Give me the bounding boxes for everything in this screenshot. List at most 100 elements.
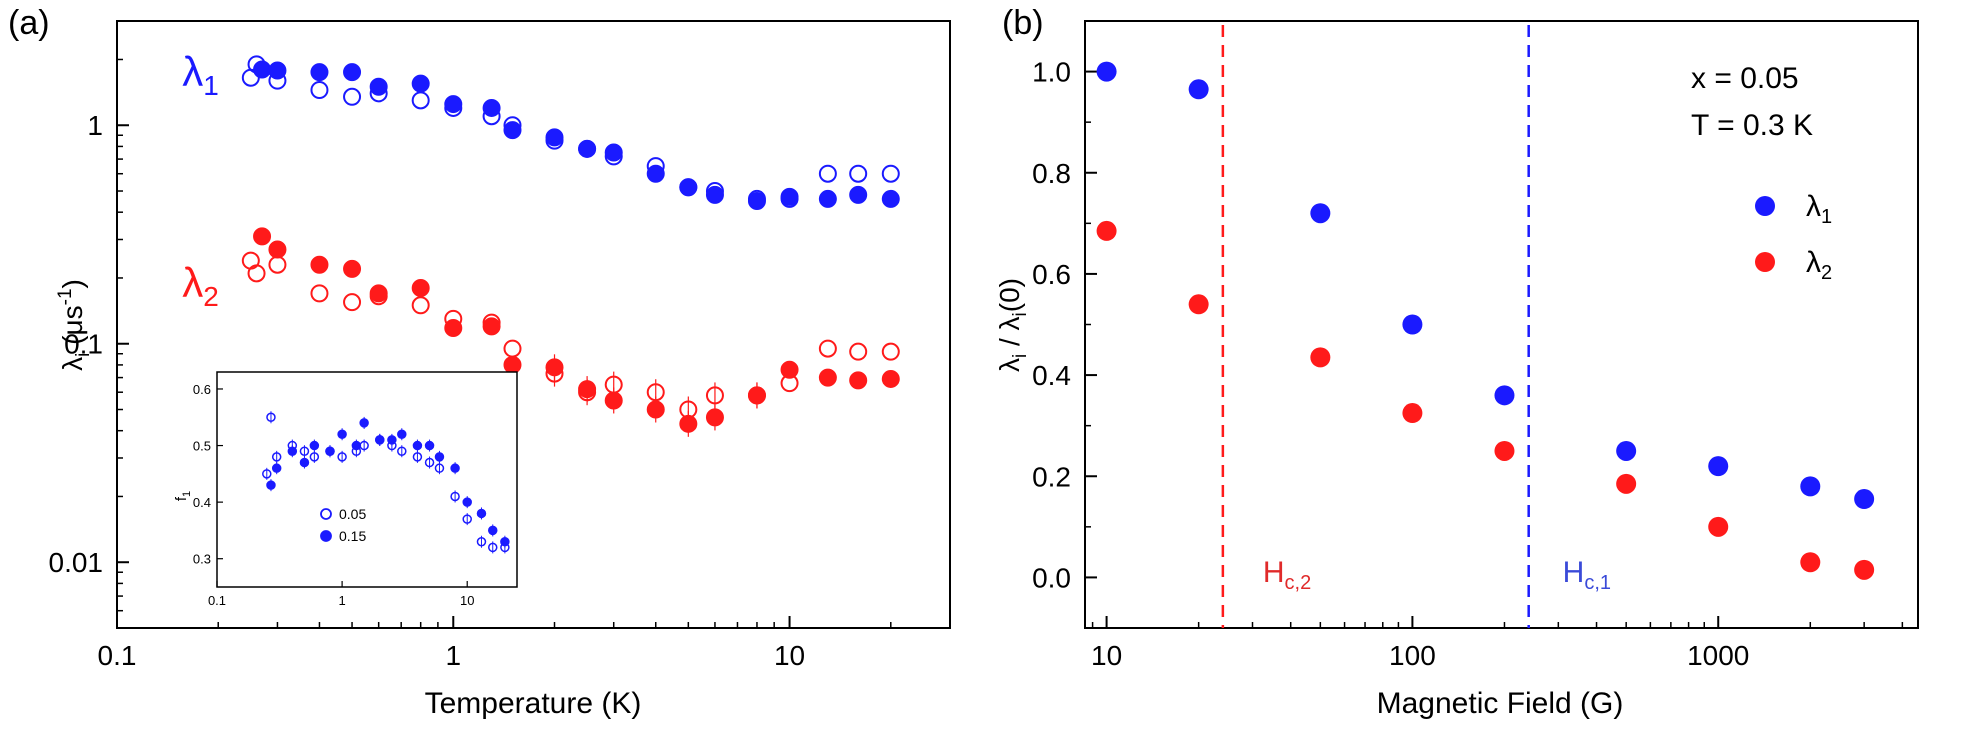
- y-tick-label-b: 0.8: [1032, 158, 1071, 189]
- data-point-filled: [849, 371, 868, 390]
- inset-point-filled: [299, 457, 310, 468]
- chart-a: 0.1 1 10 0.01 0.1 1 Temperature (K) λi (μs-1)…: [49, 20, 951, 720]
- data-point-open: [818, 164, 837, 183]
- y-tick-label-b: 0.4: [1032, 360, 1071, 391]
- inset-x-tick-label: 1: [338, 593, 345, 608]
- data-point-filled: [578, 380, 597, 399]
- inset-chart: 0.1 1 10 0.3 0.4 0.5 0.6 f1 0.05 0.15: [173, 371, 518, 608]
- data-point-filled: [604, 143, 623, 162]
- x-tick-label-b: 10: [1091, 640, 1122, 671]
- data-point-filled: [545, 358, 564, 377]
- data-point-filled: [646, 400, 665, 419]
- inset-point-filled: [397, 429, 407, 439]
- data-point-filled: [343, 63, 362, 82]
- annotation-lambda1: λ1: [182, 48, 219, 101]
- data-point-filled: [646, 164, 665, 183]
- data-point-filled: [705, 185, 724, 204]
- data-point-filled: [747, 386, 766, 405]
- inset-point-filled: [476, 508, 487, 519]
- data-point-lambda2: [1854, 559, 1875, 580]
- y-tick-label-b: 0.6: [1032, 259, 1071, 290]
- data-point-open: [343, 293, 362, 312]
- inset-point-filled: [450, 463, 460, 473]
- data-point-open: [310, 80, 329, 99]
- inset-point-filled: [309, 440, 320, 451]
- axis-ticks-b: 10 100 1000 0.0 0.2 0.4 0.6 0.8 1.0: [1032, 57, 1904, 671]
- data-point-filled: [482, 98, 501, 117]
- data-point-lambda1: [1310, 203, 1331, 224]
- data-point-filled: [310, 63, 329, 82]
- panel-label-b: (b): [1002, 4, 1044, 42]
- data-point-lambda1: [1494, 385, 1515, 406]
- data-point-open: [503, 339, 522, 358]
- condition-text-x: x = 0.05: [1691, 62, 1799, 95]
- data-point-open: [705, 386, 724, 405]
- data-point-filled: [545, 128, 564, 147]
- data-point-lambda1: [1616, 440, 1637, 461]
- inset-y-tick-label: 0.5: [193, 439, 211, 454]
- data-point-filled: [818, 368, 837, 387]
- data-point-lambda2: [1616, 473, 1637, 494]
- y-tick-label-b: 0.0: [1032, 562, 1071, 593]
- inset-point-open: [337, 452, 347, 462]
- inset-point-filled: [325, 446, 335, 456]
- inset-points: [262, 411, 510, 554]
- inset-point-filled: [424, 440, 435, 451]
- data-point-lambda1: [1402, 314, 1423, 335]
- inset-point-filled: [359, 418, 369, 428]
- data-point-lambda2: [1402, 403, 1423, 424]
- data-point-lambda1: [1096, 61, 1117, 82]
- inset-point-open: [434, 463, 445, 473]
- inset-legend-marker-filled: [320, 530, 332, 542]
- x-tick-label-a: 10: [774, 640, 805, 671]
- x-axis-title-b: Magnetic Field (G): [1377, 687, 1624, 720]
- inset-point-filled: [488, 525, 498, 536]
- inset-point-open: [450, 491, 460, 502]
- legend-label-lambda1: λ1: [1806, 190, 1832, 228]
- condition-text-t: T = 0.3 K: [1691, 109, 1813, 142]
- data-point-open: [818, 339, 837, 358]
- data-point-filled: [310, 255, 329, 274]
- inset-legend-label-1: 0.15: [339, 528, 366, 544]
- data-point-filled: [849, 185, 868, 204]
- inset-x-tick-label: 10: [460, 593, 474, 608]
- inset-point-open: [424, 457, 435, 468]
- data-point-filled: [268, 61, 287, 80]
- inset-point-open: [266, 412, 276, 423]
- y-tick-label-b: 1.0: [1032, 57, 1071, 88]
- panel-label-a: (a): [8, 4, 50, 42]
- points-a: [241, 55, 900, 437]
- inset-point-open: [397, 446, 407, 456]
- data-point-filled: [503, 121, 522, 140]
- inset-point-open: [262, 469, 272, 479]
- data-point-lambda1: [1188, 79, 1209, 100]
- data-point-filled: [482, 317, 501, 336]
- inset-point-open: [299, 446, 310, 456]
- legend-label-lambda2: λ2: [1806, 246, 1832, 284]
- inset-point-filled: [287, 446, 298, 456]
- legend-marker-lambda1: [1755, 196, 1775, 216]
- data-point-open: [849, 342, 868, 361]
- data-point-filled: [881, 369, 900, 388]
- inset-point-open: [462, 514, 472, 524]
- data-point-lambda2: [1708, 516, 1729, 537]
- data-point-filled: [411, 278, 430, 297]
- data-point-filled: [369, 77, 388, 96]
- data-point-lambda1: [1800, 476, 1821, 497]
- legend-b: λ1 λ2: [1755, 190, 1832, 284]
- data-point-filled: [411, 74, 430, 93]
- points-b: [1096, 61, 1875, 580]
- data-point-filled: [369, 284, 388, 303]
- inset-point-open: [412, 452, 423, 462]
- inset-point-filled: [412, 440, 423, 451]
- data-point-open: [411, 91, 430, 110]
- data-point-filled: [604, 391, 623, 410]
- legend-marker-lambda2: [1755, 252, 1775, 272]
- y-axis-title-b: λi / λi(0): [994, 278, 1031, 372]
- inset-y-tick-label: 0.3: [193, 552, 211, 567]
- data-point-lambda2: [1188, 294, 1209, 315]
- data-point-filled: [679, 414, 698, 433]
- annotation-lambda2: λ2: [182, 259, 219, 312]
- data-point-filled: [578, 139, 597, 158]
- data-point-filled: [705, 408, 724, 427]
